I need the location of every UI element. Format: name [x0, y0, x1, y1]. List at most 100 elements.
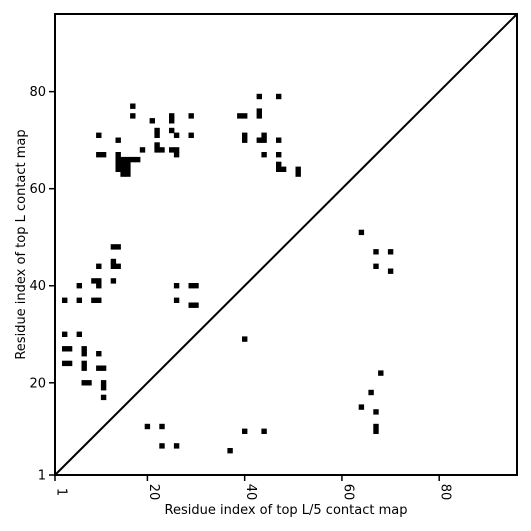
contact-point — [96, 278, 102, 284]
contact-point — [125, 171, 131, 177]
points-layer — [62, 93, 394, 454]
contact-point — [96, 132, 102, 138]
contact-point — [169, 147, 175, 153]
contact-point — [378, 370, 384, 376]
contact-point — [173, 443, 180, 449]
contact-point — [159, 443, 165, 449]
contact-point — [237, 113, 243, 119]
contact-point — [125, 161, 131, 168]
contact-point — [373, 423, 379, 430]
contact-point — [154, 147, 160, 153]
contact-point — [125, 166, 131, 172]
y-tick-label: 40 — [29, 279, 46, 294]
contact-point — [100, 385, 107, 391]
contact-point — [261, 132, 267, 138]
contact-point — [62, 346, 68, 352]
contact-point — [139, 147, 146, 153]
contact-point — [280, 166, 287, 172]
contact-point — [159, 423, 165, 430]
contact-point — [387, 249, 394, 255]
contact-point — [100, 380, 107, 386]
diagonal-line — [54, 13, 518, 476]
contact-point — [149, 118, 155, 124]
x-tick-label: 60 — [340, 484, 355, 501]
contact-point — [91, 297, 97, 303]
contact-point — [373, 428, 379, 434]
contact-point — [81, 351, 87, 357]
contact-point — [120, 166, 126, 172]
contact-point — [154, 142, 160, 148]
contact-point — [81, 380, 87, 386]
contact-point — [242, 428, 248, 434]
contact-point — [81, 360, 87, 367]
contact-point — [227, 448, 233, 454]
contact-point — [387, 268, 394, 274]
contact-point — [358, 229, 365, 236]
x-tick-label: 20 — [146, 484, 161, 501]
contact-point — [154, 132, 160, 138]
contact-point — [188, 113, 194, 119]
contact-point — [76, 283, 82, 289]
contact-point — [115, 161, 121, 168]
contact-point — [295, 166, 301, 172]
y-axis-ticks: 1 20 40 60 80 — [29, 85, 55, 484]
contact-point — [373, 249, 379, 255]
contact-point — [242, 336, 248, 342]
contact-point — [115, 263, 121, 269]
contact-point — [276, 166, 282, 172]
contact-point — [91, 278, 97, 284]
plot-frame — [54, 13, 518, 476]
contact-point — [130, 103, 136, 109]
contact-point — [125, 156, 131, 163]
contact-point — [154, 127, 160, 134]
contact-point — [66, 360, 73, 367]
x-tick-label: 40 — [243, 484, 258, 501]
contact-point — [276, 161, 282, 168]
contact-point — [86, 380, 92, 386]
y-tick-label: 1 — [38, 469, 46, 484]
contact-point — [81, 346, 87, 352]
contact-point — [81, 365, 87, 371]
contact-point — [96, 297, 102, 303]
contact-point — [135, 156, 141, 163]
contact-point — [96, 152, 102, 158]
contact-point — [100, 365, 107, 371]
contact-point — [261, 428, 267, 434]
contact-point — [62, 297, 68, 303]
contact-point — [173, 147, 180, 153]
contact-point — [76, 331, 82, 337]
contact-point — [110, 278, 117, 284]
contact-point — [110, 244, 117, 250]
contact-point — [62, 360, 68, 367]
contact-point — [173, 283, 180, 289]
contact-point — [115, 152, 121, 158]
contact-point — [276, 93, 282, 100]
contact-point — [173, 132, 180, 138]
contact-point — [120, 161, 126, 168]
contact-point — [96, 365, 102, 371]
contact-point — [76, 297, 82, 303]
contact-point — [130, 156, 136, 163]
contact-point — [96, 351, 102, 357]
contact-point — [193, 302, 199, 308]
contact-point — [373, 263, 379, 269]
contact-point — [256, 108, 262, 114]
contact-point — [66, 346, 73, 352]
contact-point — [120, 171, 126, 177]
contact-point — [115, 156, 121, 163]
contact-point — [173, 297, 180, 303]
contact-point — [110, 258, 117, 265]
contact-point — [276, 152, 282, 158]
contact-point — [115, 137, 121, 143]
y-axis-label: Residue index of top L contact map — [14, 129, 29, 359]
contact-point — [115, 244, 121, 250]
contact-point — [115, 166, 121, 172]
x-axis-label: Residue index of top L/5 contact map — [165, 503, 408, 518]
contact-point — [242, 137, 248, 143]
y-tick-label: 20 — [29, 376, 46, 391]
contact-point — [295, 171, 301, 177]
contact-point — [261, 137, 267, 143]
x-axis-ticks: 1 20 40 60 80 — [54, 475, 453, 500]
contact-point — [173, 152, 180, 158]
